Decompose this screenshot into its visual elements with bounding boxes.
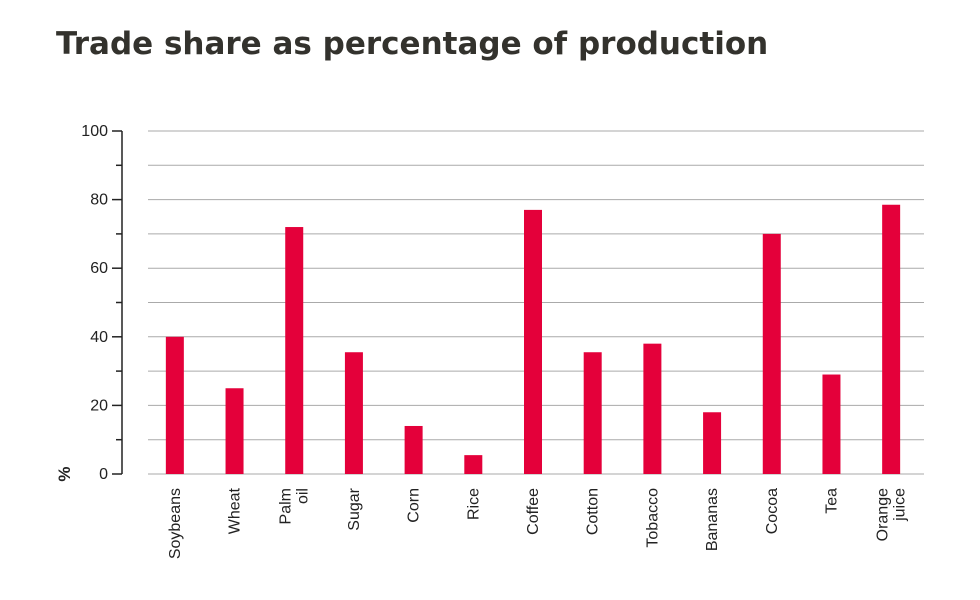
bar-corn <box>404 425 423 474</box>
x-category-label: Tobacco <box>644 488 661 548</box>
bar-tea <box>822 374 841 474</box>
x-category-label: Cocoa <box>764 488 781 534</box>
x-category-label: Corn <box>406 488 423 523</box>
x-category-label: Palm <box>278 488 295 524</box>
bar-palm-oil <box>285 227 304 474</box>
y-tick-label: 40 <box>90 329 108 346</box>
x-category-label: Sugar <box>346 487 363 530</box>
bar-cocoa <box>762 233 781 474</box>
category-labels: Soybeans Wheat Palm oil Sugar Corn Rice Coffee C… <box>167 487 909 559</box>
x-category-label: juice <box>892 488 909 522</box>
x-category-label: Coffee <box>525 488 542 535</box>
x-category-label: Bananas <box>704 488 721 551</box>
x-category-label: Wheat <box>227 487 244 534</box>
x-category-label: Tea <box>823 488 840 514</box>
bar-sugar <box>344 352 363 474</box>
y-tick-label: 80 <box>90 192 108 209</box>
x-category-label: Cotton <box>585 488 602 535</box>
x-category-label: oil <box>295 488 312 504</box>
bar-tobacco <box>643 343 662 474</box>
y-axis-label: % <box>55 466 74 481</box>
bar-bananas <box>703 412 722 474</box>
y-tick-label: 100 <box>81 123 108 140</box>
bar-cotton <box>583 352 602 474</box>
bar-soybeans <box>165 336 184 474</box>
bar-rice <box>464 455 483 474</box>
bar-orange-juice <box>882 204 901 474</box>
y-tick-label: 0 <box>99 466 108 483</box>
chart-title: Trade share as percentage of production <box>56 26 769 62</box>
x-category-label: Soybeans <box>167 488 184 559</box>
y-axis: 0 20 40 60 80 100% <box>55 123 123 483</box>
bar-coffee <box>524 209 542 474</box>
x-category-label: Rice <box>465 488 482 520</box>
bar-wheat <box>225 388 244 474</box>
bars <box>165 204 901 474</box>
y-tick-label: 60 <box>90 260 108 277</box>
y-tick-label: 20 <box>90 397 108 414</box>
x-category-label: Orange <box>875 488 892 541</box>
